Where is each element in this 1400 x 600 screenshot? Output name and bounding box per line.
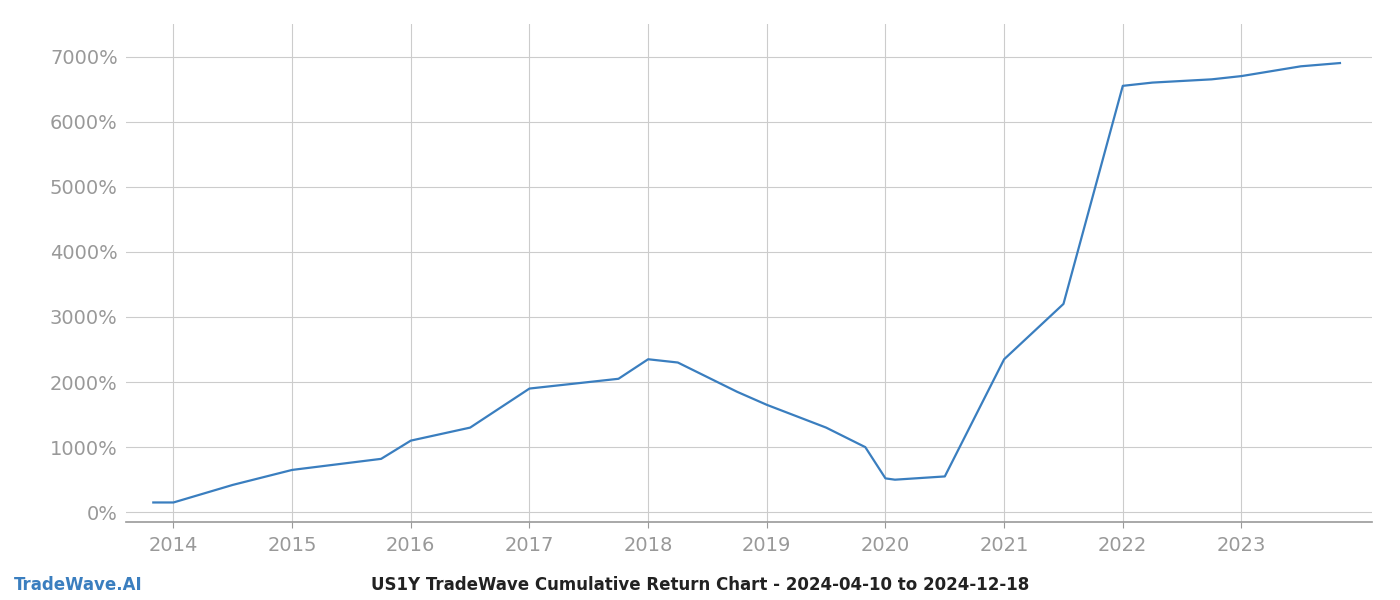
- Text: TradeWave.AI: TradeWave.AI: [14, 576, 143, 594]
- Text: US1Y TradeWave Cumulative Return Chart - 2024-04-10 to 2024-12-18: US1Y TradeWave Cumulative Return Chart -…: [371, 576, 1029, 594]
